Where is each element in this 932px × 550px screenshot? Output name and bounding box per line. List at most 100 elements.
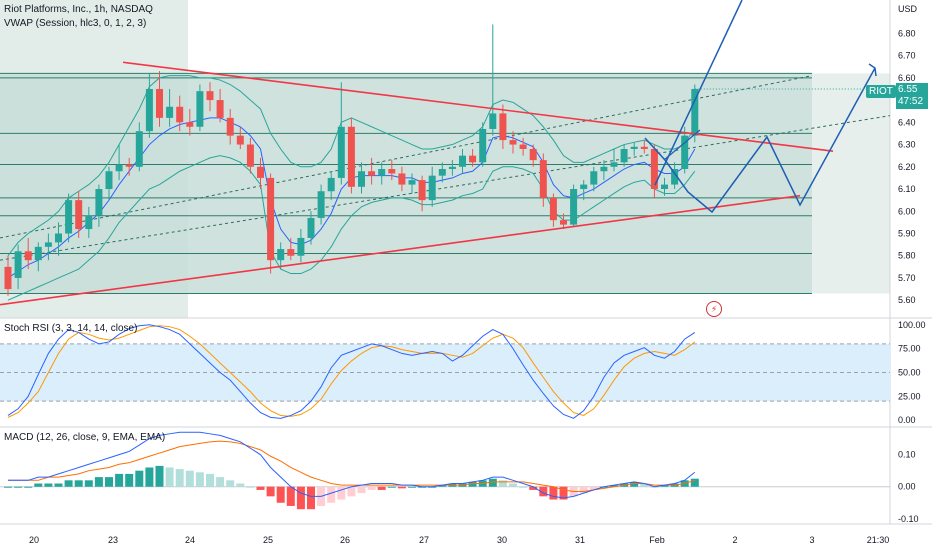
stoch-tick-label-3: 25.00 (898, 391, 921, 401)
macd-histogram-bar-62 (630, 481, 639, 487)
candle-body-32 (327, 177, 335, 192)
macd-histogram-bar-40 (408, 486, 416, 488)
candle-body-37 (378, 169, 386, 176)
vwap-legend[interactable]: VWAP (Session, hlc3, 0, 1, 2, 3) (4, 18, 147, 29)
macd-histogram-bar-18 (185, 470, 194, 487)
candle-body-28 (287, 249, 295, 256)
price-tick-label-11: 5.70 (898, 273, 916, 283)
macd-histogram-bar-23 (236, 483, 245, 487)
macd-histogram-bar-48 (488, 478, 497, 487)
time-tick-label-8: Feb (649, 535, 665, 545)
macd-histogram-bar-57 (579, 486, 588, 494)
time-tick-label-9: 2 (732, 535, 737, 545)
price-tag-countdown: 47:52 (898, 96, 924, 107)
price-axis-unit: USD (898, 4, 918, 14)
stoch-k-line (7, 324, 696, 419)
stoch-legend[interactable]: Stoch RSI (3, 3, 14, 14, close) (4, 323, 138, 334)
candle-body-26 (267, 177, 275, 261)
candle-body-67 (681, 135, 689, 170)
macd-histogram-bar-6 (64, 480, 73, 487)
macd-histogram-bar-51 (519, 486, 528, 488)
candle-body-2 (24, 251, 32, 261)
macd-histogram-bar-11 (115, 473, 124, 487)
candle-body-8 (85, 215, 93, 230)
candle-body-10 (105, 171, 113, 190)
time-tick-label-7: 31 (575, 535, 585, 545)
price-tag-value: 6.55 47:52 (896, 83, 928, 109)
candle-body-54 (549, 197, 557, 221)
macd-histogram-bar-5 (54, 483, 63, 487)
macd-histogram-bar-15 (155, 465, 164, 487)
candle-body-58 (590, 171, 598, 185)
candle-body-11 (115, 164, 123, 172)
macd-histogram-bar-36 (367, 486, 376, 490)
macd-histogram-bar-13 (135, 470, 144, 487)
price-tick-label-12: 5.60 (898, 295, 916, 305)
candle-body-14 (145, 88, 153, 132)
bolt-icon[interactable]: ⚡ (706, 301, 722, 317)
candle-body-63 (640, 146, 648, 149)
candle-body-38 (388, 169, 396, 174)
macd-signal-line (8, 440, 695, 493)
candle-body-48 (489, 113, 497, 129)
macd-histogram-bar-12 (125, 473, 134, 487)
time-tick-label-11: 21:30 (867, 535, 890, 545)
time-tick-label-1: 23 (108, 535, 118, 545)
candle-body-35 (358, 171, 365, 187)
macd-histogram-bar-21 (216, 477, 225, 487)
macd-histogram-bar-19 (195, 472, 204, 487)
candle-body-41 (418, 180, 426, 201)
projection-tick-line (663, 129, 701, 161)
time-tick-label-0: 20 (29, 535, 39, 545)
macd-histogram-bar-39 (397, 486, 406, 489)
candle-body-66 (671, 169, 679, 185)
main-legend-title[interactable]: Riot Platforms, Inc., 1h, NASDAQ (4, 4, 153, 15)
candle-body-21 (216, 100, 224, 118)
macd-histogram-bar-25 (256, 486, 265, 490)
stoch-tick-label-1: 75.00 (898, 344, 921, 354)
candle-body-64 (650, 148, 658, 190)
macd-histogram-bar-17 (175, 469, 184, 487)
candle-body-46 (469, 155, 477, 163)
time-tick-label-5: 27 (419, 535, 429, 545)
macd-histogram-bar-63 (640, 483, 649, 487)
candle-body-19 (196, 91, 204, 127)
time-tick-label-4: 26 (340, 535, 350, 545)
macd-histogram-bar-37 (377, 486, 386, 490)
candle-body-15 (156, 88, 163, 118)
macd-histogram-bar-53 (539, 486, 548, 497)
price-tag-symbol: RIOT (869, 86, 893, 97)
candle-body-17 (176, 106, 184, 123)
macd-histogram-bar-28 (286, 486, 295, 506)
macd-histogram-bar-50 (509, 483, 517, 487)
price-tick-label-8: 6.00 (898, 206, 916, 216)
candle-body-4 (44, 242, 52, 247)
macd-line (8, 431, 696, 499)
macd-histogram-bar-1 (14, 486, 23, 488)
macd-histogram-bar-46 (468, 481, 477, 487)
candle-body-20 (206, 91, 214, 101)
macd-histogram-bar-16 (165, 467, 174, 487)
time-tick-label-2: 24 (185, 535, 195, 545)
candle-body-36 (368, 171, 376, 176)
candle-body-30 (307, 217, 315, 238)
price-tick-label-4: 6.40 (898, 117, 916, 127)
candle-body-68 (691, 88, 699, 136)
candle-body-45 (459, 155, 466, 167)
macd-histogram-bar-8 (84, 480, 93, 487)
macd-histogram-bar-20 (206, 473, 214, 487)
price-tick-label-9: 5.90 (898, 228, 916, 238)
macd-histogram-bar-58 (589, 486, 598, 490)
macd-legend[interactable]: MACD (12, 26, close, 9, EMA, EMA) (4, 432, 166, 443)
macd-histogram-bar-22 (226, 480, 235, 487)
price-tick-label-5: 6.30 (898, 140, 916, 150)
macd-histogram-bar-43 (438, 485, 447, 487)
macd-histogram-bar-2 (24, 486, 33, 488)
candle-body-25 (257, 166, 264, 178)
candle-body-1 (14, 251, 22, 278)
macd-tick-label-2: -0.10 (898, 514, 919, 524)
price-tick-label-2: 6.60 (898, 73, 916, 83)
candle-body-39 (398, 173, 406, 185)
